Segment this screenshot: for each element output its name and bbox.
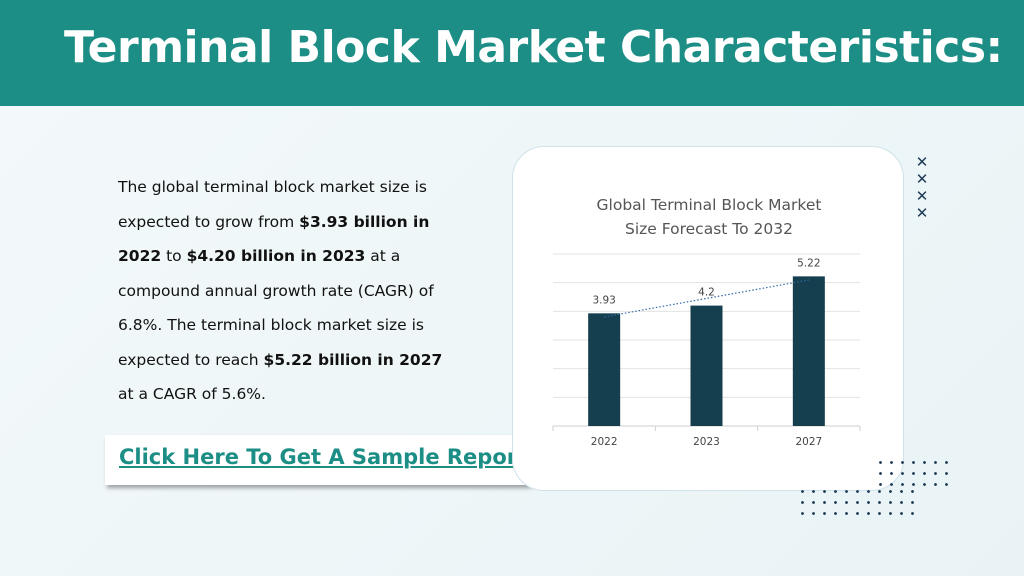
x-tick-label-2027: 2027 — [795, 436, 822, 448]
market-description: The global terminal block market size is… — [118, 170, 458, 412]
x-mark-icon: ✕ — [915, 204, 929, 222]
bar-chart: Global Terminal Block Market Size Forecas… — [552, 196, 861, 448]
x-mark-icon: ✕ — [915, 153, 929, 171]
desc-bold-2022: $3.93 billion in 2022 — [118, 212, 430, 266]
desc-bold-2023: $4.20 billion in 2023 — [186, 247, 366, 265]
desc-bold-2027: $5.22 billion in 2027 — [263, 350, 443, 369]
dot-grid-decoration — [797, 486, 922, 518]
sample-report-link[interactable]: Click Here To Get A Sample Report — [119, 445, 528, 469]
bar-2023 — [690, 305, 723, 426]
dot-grid-decoration — [875, 457, 955, 487]
x-marks-decoration: ✕ ✕ ✕ ✕ — [914, 154, 930, 222]
chart-title-line: Size Forecast To 2032 — [625, 220, 793, 238]
x-tick-label-2023: 2023 — [693, 436, 720, 448]
desc-text-4: at a CAGR of 5.6%. — [118, 385, 266, 403]
desc-text-1: The global terminal block market size is… — [118, 178, 427, 231]
data-label-2027: 5.22 — [797, 257, 820, 269]
bar-2027 — [792, 276, 825, 426]
x-mark-icon: ✕ — [915, 187, 929, 205]
chart-card: Global Terminal Block Market Size Forecas… — [512, 146, 904, 491]
page-title: Terminal Block Market Characteristics: — [64, 22, 1003, 73]
data-label-2023: 4.2 — [698, 287, 715, 299]
desc-text-3: at a compound annual growth rate (CAGR) … — [118, 247, 434, 369]
title-bar: Terminal Block Market Characteristics: — [0, 0, 1024, 106]
sample-report-box: Click Here To Get A Sample Report — [105, 435, 530, 485]
x-tick-label-2022: 2022 — [591, 436, 618, 448]
chart-title-line: Global Terminal Block Market — [597, 196, 822, 214]
bar-2022 — [588, 313, 621, 426]
data-label-2022: 3.93 — [592, 294, 615, 306]
x-mark-icon: ✕ — [915, 170, 929, 188]
desc-text-2: to — [161, 247, 187, 265]
